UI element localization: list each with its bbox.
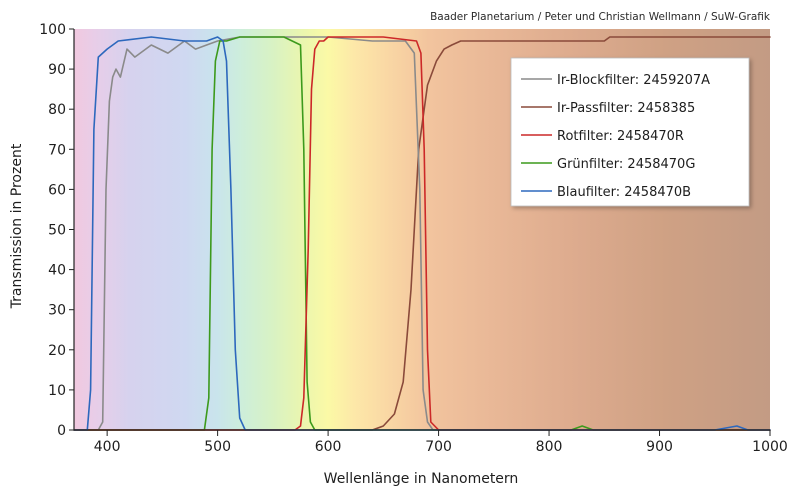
x-tick-label: 600 [315,439,342,455]
axes: 0 10 20 30 40 50 60 70 80 90 100 400 500 600 700 800 900… [39,22,788,455]
image-credit: Baader Planetarium / Peter und Christian… [430,11,771,23]
x-tick-label: 700 [425,439,452,455]
y-tick-label: 40 [48,263,66,279]
x-tick-label: 500 [204,439,231,455]
y-tick-label: 30 [48,303,66,319]
legend-entry: Ir-Blockfilter: 2459207A [557,73,710,88]
series-line-1 [73,36,771,431]
y-tick-label: 90 [48,62,66,78]
series-line-3 [73,36,771,431]
legend-entry: Rotfilter: 2458470R [557,129,684,144]
y-tick-label: 0 [57,423,66,439]
y-tick-label: 10 [48,383,66,399]
y-tick-label: 20 [48,343,66,359]
y-axis-title: Transmission in Prozent [9,143,25,309]
legend-items: Ir-Blockfilter: 2459207A Ir-Passfilter: 2… [521,73,710,200]
legend-entry: Grünfilter: 2458470G [557,157,695,172]
x-tick-label: 400 [94,439,121,455]
legend-box [510,57,750,207]
legend-entry: Ir-Passfilter: 2458385 [557,101,695,116]
y-tick-label: 80 [48,102,66,118]
legend-entry: Blaufilter: 2458470B [557,185,691,200]
legend: Ir-Blockfilter: 2459207A Ir-Passfilter: 2… [510,57,750,207]
x-axis-title: Wellenlänge in Nanometern [324,471,519,487]
x-tick-label: 1000 [752,439,788,455]
y-tick-label: 100 [39,22,66,38]
y-tick-label: 70 [48,142,66,158]
y-tick-label: 50 [48,223,66,239]
y-tick-label: 60 [48,182,66,198]
x-tick-label: 900 [646,439,673,455]
series-layer [73,36,771,431]
x-tick-label: 800 [536,439,563,455]
